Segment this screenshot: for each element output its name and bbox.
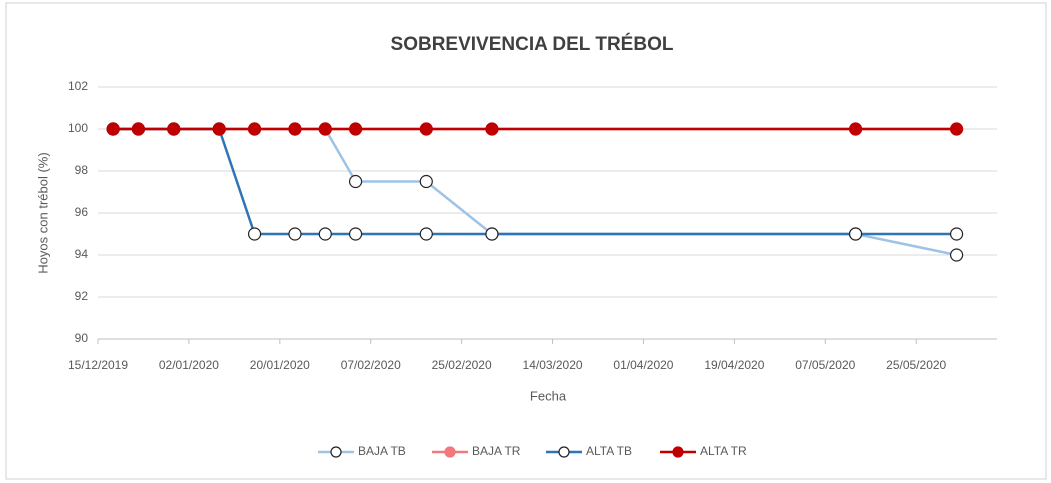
y-tick-label: 102: [68, 79, 88, 93]
data-point: [419, 122, 433, 136]
legend-label: BAJA TB: [358, 444, 406, 458]
x-tick-label: 01/04/2020: [613, 358, 673, 372]
legend-marker: [672, 446, 684, 458]
data-point: [318, 227, 332, 241]
x-tick-label: 02/01/2020: [159, 358, 219, 372]
data-point: [288, 227, 302, 241]
x-tick-label: 14/03/2020: [523, 358, 583, 372]
data-point: [212, 122, 226, 136]
x-tick-label: 15/12/2019: [68, 358, 128, 372]
y-axis-title: Hoyos con trébol (%): [35, 152, 50, 273]
legend-marker: [444, 446, 456, 458]
y-tick-label: 90: [75, 331, 89, 345]
data-point: [247, 227, 262, 241]
y-tick-label: 96: [75, 205, 89, 219]
data-point: [247, 122, 262, 136]
data-point: [131, 122, 146, 136]
legend-marker: [558, 446, 570, 458]
data-point: [949, 248, 964, 262]
data-point: [848, 122, 863, 136]
data-point: [419, 227, 433, 241]
x-tick-label: 19/04/2020: [704, 358, 764, 372]
data-point: [949, 122, 964, 136]
x-axis-title: Fecha: [530, 388, 567, 403]
y-tick-label: 100: [68, 121, 88, 135]
data-point: [949, 227, 964, 241]
y-tick-label: 98: [75, 163, 89, 177]
legend-label: ALTA TR: [700, 444, 747, 458]
data-point: [106, 122, 120, 136]
x-tick-label: 07/02/2020: [341, 358, 401, 372]
data-point: [288, 122, 302, 136]
data-point: [419, 174, 433, 189]
x-tick-label: 07/05/2020: [795, 358, 855, 372]
x-tick-label: 25/02/2020: [432, 358, 492, 372]
data-point: [348, 174, 363, 189]
data-point: [348, 227, 363, 241]
chart-title: SOBREVIVENCIA DEL TRÉBOL: [391, 33, 674, 55]
data-point: [318, 122, 332, 136]
x-tick-label: 25/05/2020: [886, 358, 946, 372]
data-point: [485, 227, 499, 241]
x-tick-label: 20/01/2020: [250, 358, 310, 372]
y-tick-label: 94: [75, 247, 89, 261]
legend-label: BAJA TR: [472, 444, 521, 458]
legend-label: ALTA TB: [586, 444, 632, 458]
chart-frame: [5, 2, 1047, 480]
data-point: [167, 122, 181, 136]
data-point: [348, 122, 363, 136]
data-point: [848, 227, 863, 241]
legend-marker: [330, 446, 342, 458]
data-point: [485, 122, 499, 136]
y-tick-label: 92: [75, 289, 89, 303]
